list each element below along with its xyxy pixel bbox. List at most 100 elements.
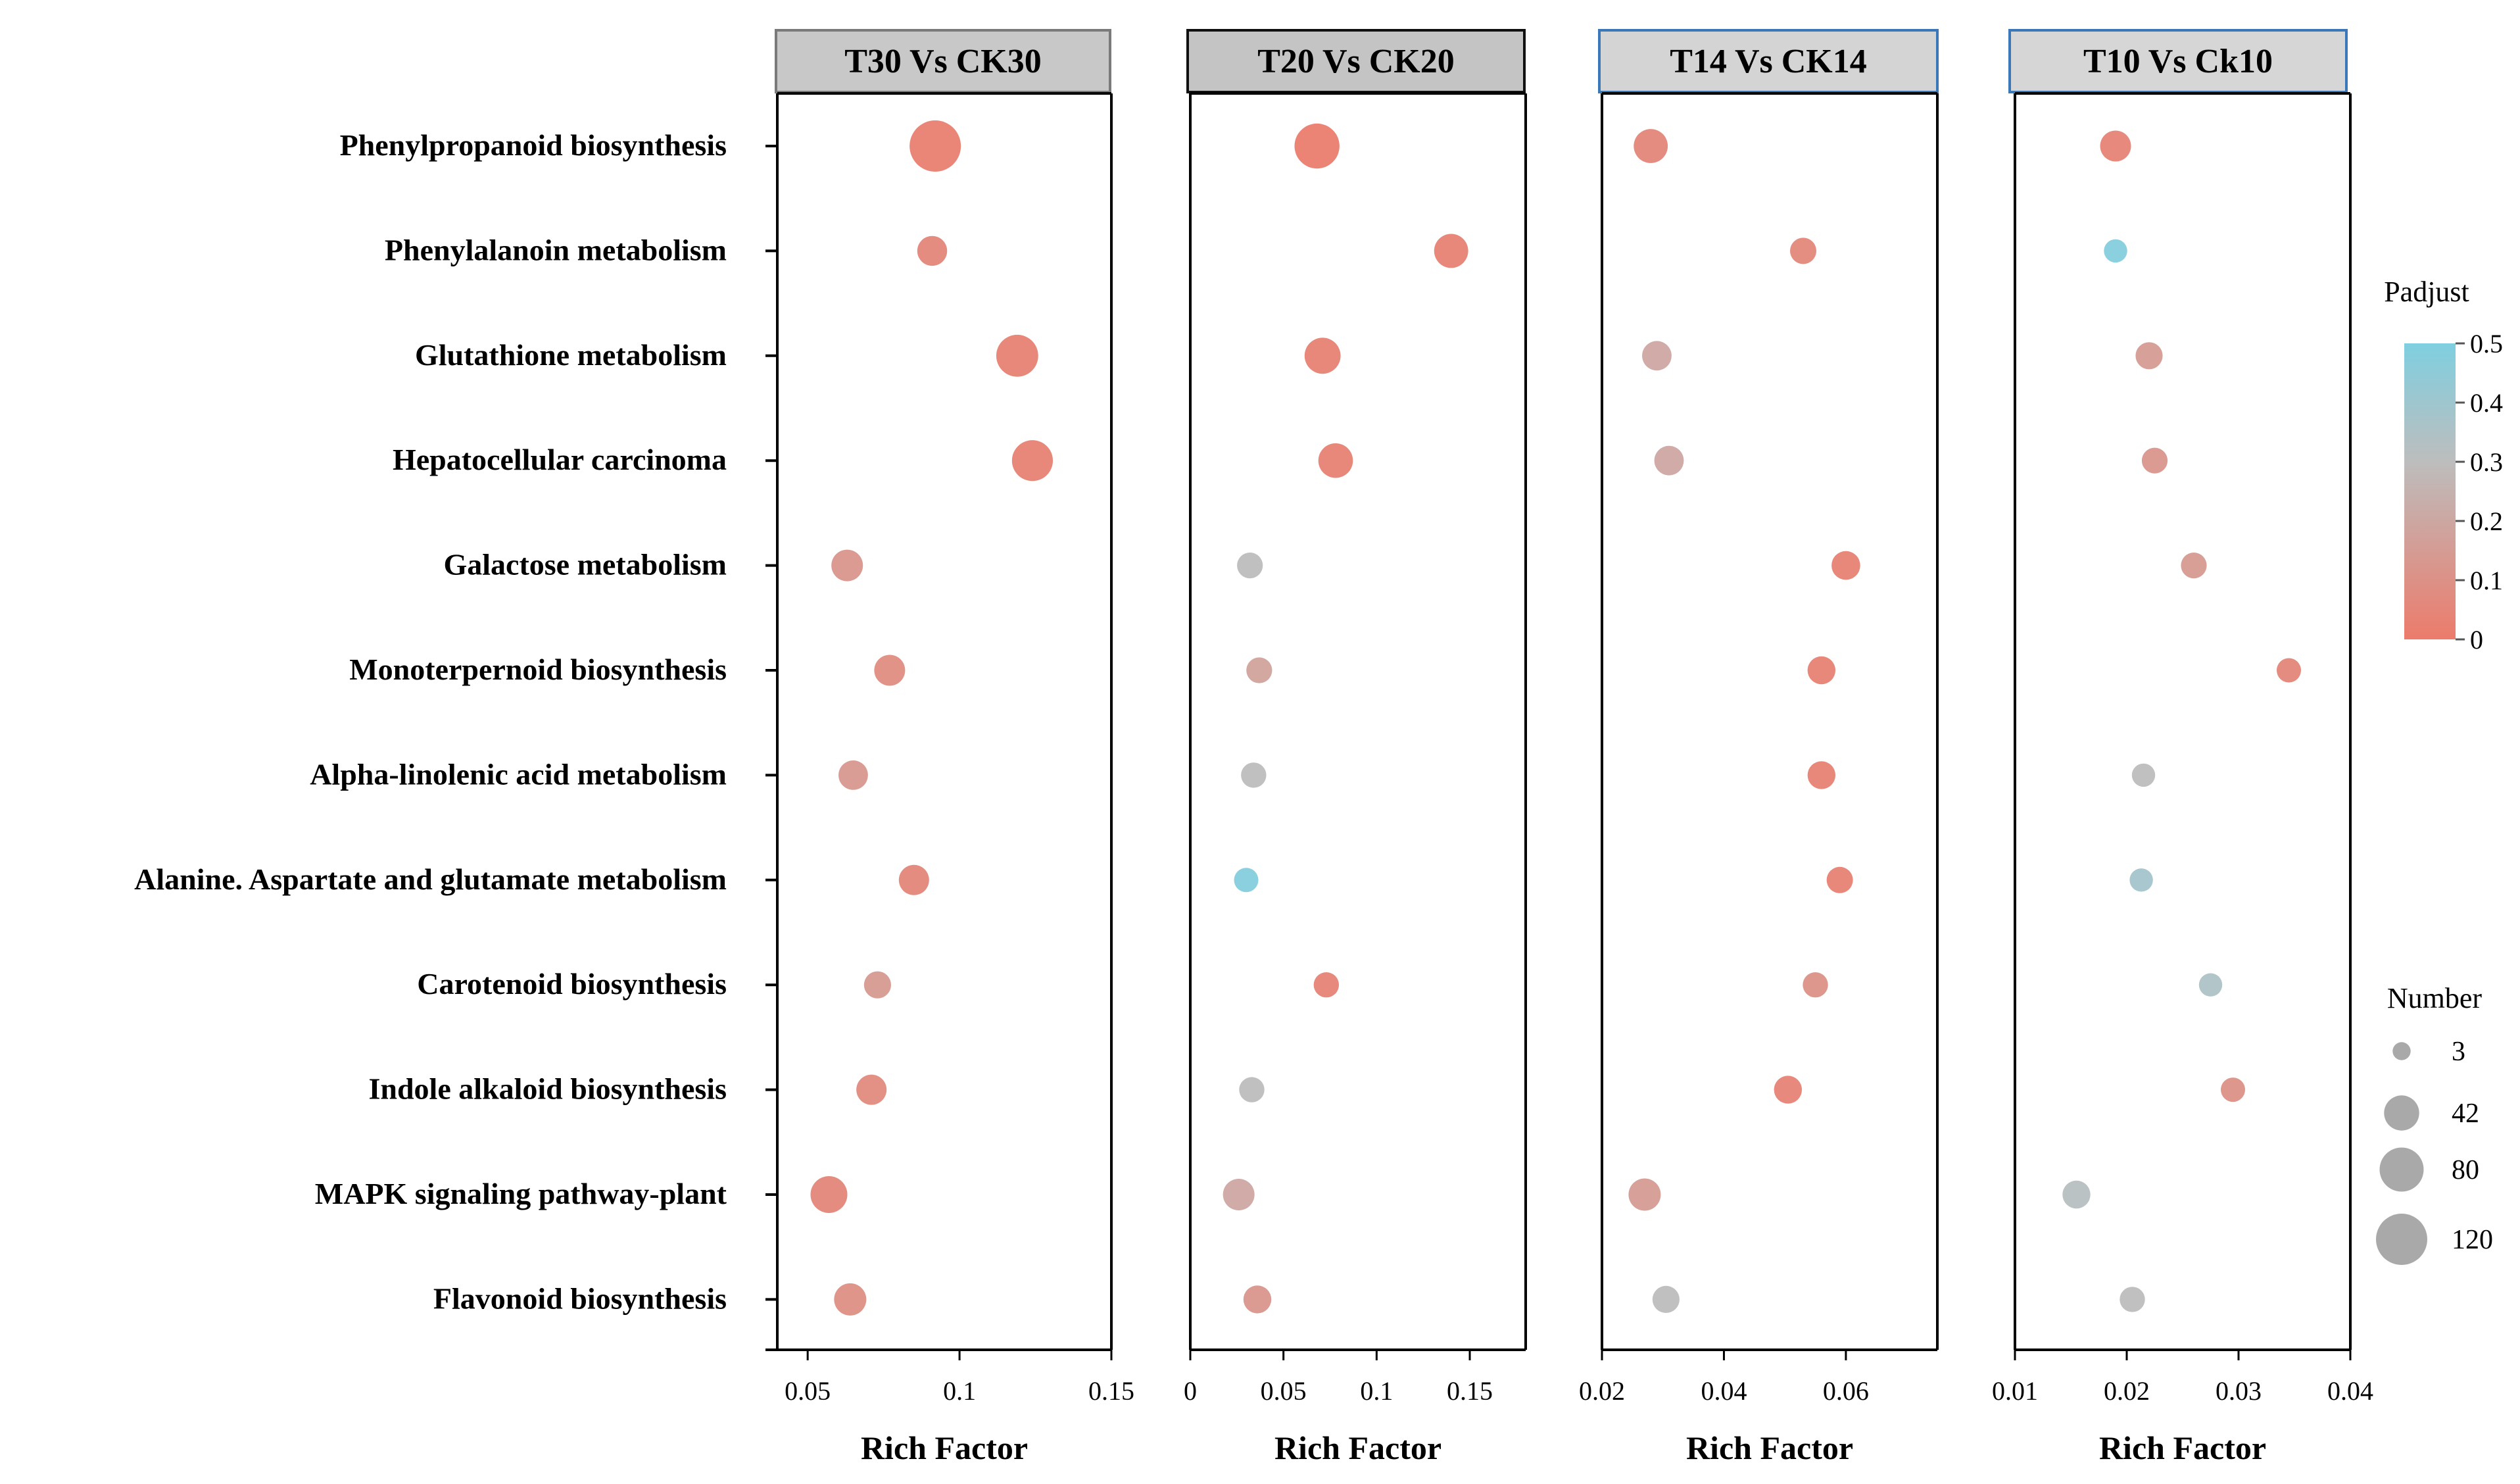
bubble (838, 760, 868, 790)
bubble (2120, 1287, 2145, 1312)
bubble (2129, 868, 2153, 892)
bubble (898, 864, 929, 895)
panel-title: T14 Vs CK14 (1670, 43, 1867, 80)
bubble (2131, 763, 2156, 787)
bubble (1246, 657, 1272, 683)
x-axis-label: Rich Factor (1686, 1429, 1853, 1466)
pathway-label: Alanine. Aspartate and glutamate metabol… (134, 862, 727, 896)
pathway-label: Flavonoid biosynthesis (433, 1281, 727, 1315)
bubble (1239, 1077, 1265, 1102)
colorbar-title: Padjust (2384, 276, 2469, 308)
bubble (1241, 762, 1267, 788)
size-legend-label: 120 (2452, 1225, 2493, 1255)
pathway-label: Phenylpropanoid biosynthesis (340, 128, 727, 162)
bubble (1807, 656, 1836, 685)
pathway-labels: Phenylpropanoid biosynthesis Phenylalanoi… (134, 128, 727, 1315)
panel-title: T20 Vs CK20 (1257, 43, 1455, 80)
x-tick-label: 0.15 (1088, 1376, 1134, 1406)
colorbar-tick-label: 0.5 (2470, 329, 2503, 359)
panel-title-box (1186, 29, 1526, 93)
pathway-label: Carotenoid biosynthesis (417, 967, 727, 1001)
bubble (1243, 1285, 1272, 1314)
bubble (1826, 866, 1853, 893)
bubble (1807, 761, 1836, 789)
x-axis-label: Rich Factor (861, 1429, 1028, 1466)
bubble (1652, 1285, 1680, 1313)
pathway-label: MAPK signaling pathway-plant (315, 1177, 727, 1210)
bubble (834, 1283, 867, 1316)
bubble (1237, 553, 1263, 579)
bubble (1011, 440, 1054, 482)
size-legend-label: 80 (2452, 1155, 2479, 1185)
x-tick-label: 0.02 (2104, 1376, 2150, 1406)
pathway-label: Monoterpernoid biosynthesis (349, 653, 727, 686)
pathway-label: Galactose metabolism (443, 548, 727, 581)
bubble (874, 655, 906, 686)
bubble (1634, 129, 1668, 163)
bubble (1304, 337, 1341, 374)
bubble (2100, 130, 2131, 162)
panel-title: T10 Vs Ck10 (2083, 43, 2273, 80)
bubble (1318, 443, 1353, 478)
size-legend-title: Number (2387, 982, 2483, 1014)
size-legend-bubble (2379, 1147, 2424, 1192)
bubble (810, 1176, 848, 1213)
panel-4: T10 Vs Ck10 0.01 0.02 0.03 0.04 Rich Factor (1992, 29, 2373, 1466)
bubble (2181, 553, 2207, 579)
bubble (1831, 551, 1860, 580)
x-axis-label: Rich Factor (2099, 1429, 2266, 1466)
pathway-label: Hepatocellular carcinoma (393, 443, 727, 476)
bubble (909, 120, 961, 172)
x-tick-label: 0 (1184, 1376, 1197, 1406)
panel-title: T30 Vs CK30 (844, 43, 1042, 80)
pathway-label: Phenylalanoin metabolism (385, 233, 727, 266)
x-tick-label: 0.04 (1701, 1376, 1747, 1406)
panel-1: T30 Vs CK30 0.05 0.1 0.15 Rich Factor (765, 29, 1134, 1466)
x-tick-label: 0.05 (1261, 1376, 1307, 1406)
bubble (1294, 123, 1340, 169)
bubble (2221, 1077, 2245, 1102)
bubble (1642, 341, 1672, 371)
x-tick-label: 0.04 (2327, 1376, 2373, 1406)
x-tick-label: 0.06 (1823, 1376, 1869, 1406)
pathway-label: Alpha-linolenic acid metabolism (310, 757, 727, 791)
x-tick-label: 0.02 (1579, 1376, 1625, 1406)
colorbar-tick-label: 0.3 (2470, 447, 2503, 477)
bubble (1790, 237, 1816, 264)
bubble (831, 549, 863, 581)
bubble (856, 1074, 887, 1105)
bubble (1313, 972, 1340, 998)
bubble (863, 971, 891, 999)
panel-3: T14 Vs CK14 0.02 0.04 0.06 Rich Factor (1579, 29, 1939, 1466)
bubble (2277, 658, 2301, 683)
bubble (1223, 1179, 1255, 1210)
bubble (917, 235, 948, 266)
bubble (2062, 1180, 2091, 1209)
bubble (1803, 972, 1828, 998)
x-tick-label: 0.15 (1447, 1376, 1493, 1406)
x-tick-label: 0.1 (943, 1376, 976, 1406)
bubble (1434, 234, 1468, 268)
bubble (1774, 1076, 1803, 1104)
colorbar-tick-label: 0 (2470, 625, 2483, 655)
bubble (1628, 1178, 1661, 1211)
size-legend-bubble (2392, 1042, 2411, 1060)
x-tick-label: 0.1 (1360, 1376, 1393, 1406)
colorbar-tick-label: 0.4 (2470, 388, 2503, 418)
size-legend-label: 3 (2452, 1037, 2465, 1067)
colorbar-tick-label: 0.1 (2470, 566, 2503, 595)
bubble (2198, 973, 2223, 997)
pathway-label: Glutathione metabolism (415, 338, 727, 372)
colorbar (2404, 343, 2456, 639)
x-tick-label: 0.03 (2216, 1376, 2262, 1406)
pathway-label: Indole alkaloid biosynthesis (368, 1072, 727, 1106)
size-legend-bubble (2376, 1214, 2427, 1265)
bubble (2141, 447, 2168, 474)
bubble (996, 334, 1038, 377)
x-axis-label: Rich Factor (1274, 1429, 1442, 1466)
x-tick-label: 0.01 (1992, 1376, 2038, 1406)
